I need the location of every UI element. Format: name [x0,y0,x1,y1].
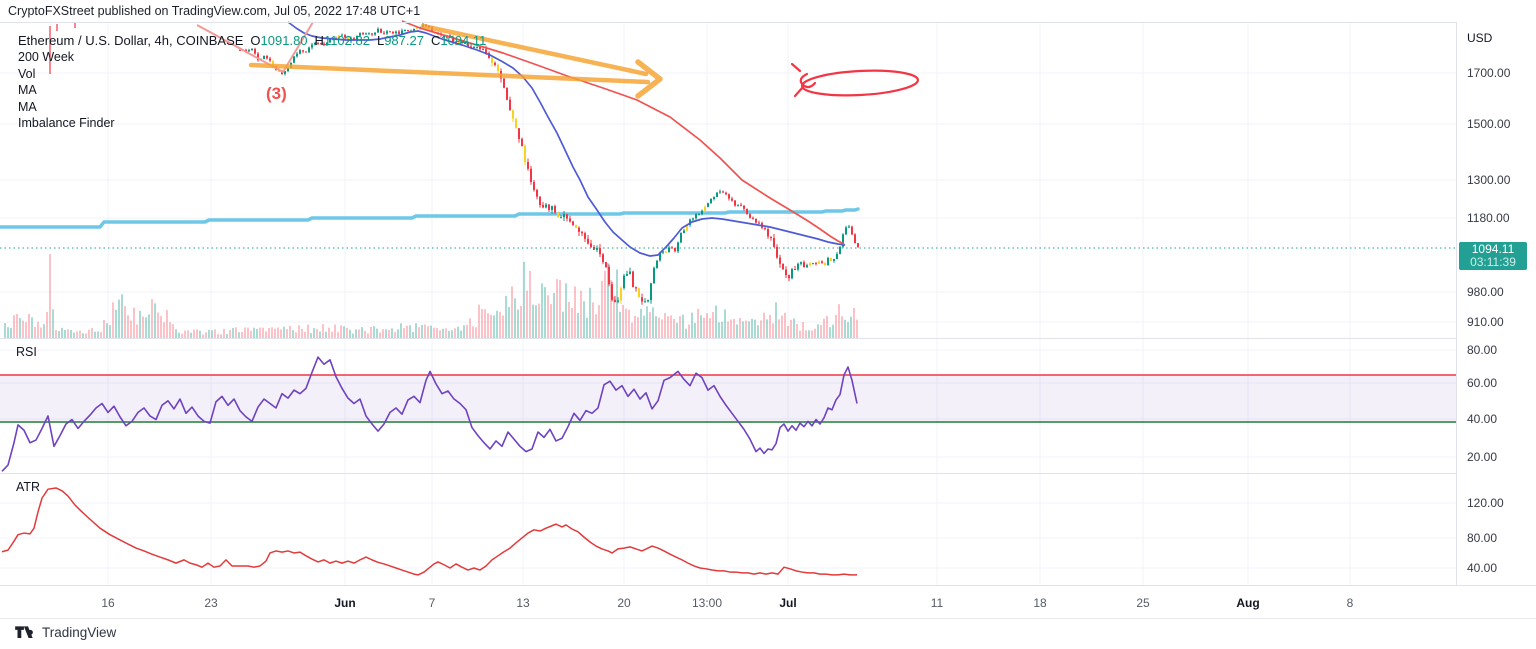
legend-indicator-imbalance-finder[interactable]: Imbalance Finder [18,116,115,131]
tradingview-logo-icon [15,626,33,639]
bar-countdown: 03:11:39 [1470,255,1516,269]
price-axis[interactable]: USD 1094.11 03:11:39 1700.00 1500.00 1300.… [1456,22,1536,618]
ohlc-value-C: 1094.11 [440,33,487,48]
price-axis-currency: USD [1467,31,1493,45]
axis-tick-label: 20.00 [1467,450,1498,464]
ma-red-line [401,20,845,245]
axis-tick-label: 980.00 [1467,285,1504,299]
ma-blue-line [287,21,846,257]
time-tick-label-25: 25 [1136,596,1150,610]
orange-arrowhead [635,59,663,99]
elliott-wave-label: (3) [266,84,287,103]
atr-line [1,487,857,576]
last-price-value: 1094.11 [1471,242,1515,256]
ohlc-letter-O: O [250,33,261,48]
time-tick-label-18: 18 [1033,596,1047,610]
time-tick-label-jul: Jul [779,596,797,610]
panel-separators [0,22,1536,474]
axis-tick-label: 80.00 [1467,531,1498,545]
tradingview-wordmark: TradingView [42,625,117,640]
orange-trendlines [248,23,663,99]
ohlc-value-L: 987.27 [384,33,424,48]
legend-indicator-vol[interactable]: Vol [18,66,36,81]
axis-tick-label: 40.00 [1467,412,1498,426]
axis-tick-label: 40.00 [1467,561,1498,575]
time-tick-label-11: 11 [930,596,944,610]
time-axis[interactable]: 16 23 Jun 7 13 20 13:00 Jul 11 18 25 Aug 8 [0,585,1536,619]
tradingview-footer[interactable]: TradingView [14,625,116,640]
symbol-legend[interactable]: Ethereum / U.S. Dollar, 4h, COINBASE O109… [18,33,486,48]
time-tick-label-jun: Jun [334,596,356,610]
chart-frame-bottom-border [0,618,1536,619]
atr-pane-label[interactable]: ATR [16,480,41,494]
last-price-badge: 1094.11 03:11:39 [1459,242,1527,270]
axis-tick-label: 910.00 [1467,315,1504,329]
symbol-title[interactable]: Ethereum / U.S. Dollar, 4h, COINBASE [18,33,244,48]
ohlc-value-H: 1102.82 [323,33,370,48]
time-tick-label-8: 8 [1346,596,1354,610]
ma-200week-line [0,207,860,229]
time-tick-label-13-00: 13:00 [691,596,723,610]
ohlc-value-O: 1091.80 [260,33,308,48]
axis-tick-label: 1300.00 [1467,173,1511,187]
time-tick-label-7: 7 [428,596,436,610]
red-ellipse-annotation [790,62,920,98]
wave-zigzag-drawing [196,21,314,73]
axis-tick-label: 60.00 [1467,376,1498,390]
axis-tick-label: 1700.00 [1467,66,1511,80]
ohlc-letter-H: H [314,33,324,48]
legend-indicator-ma[interactable]: MA [18,83,37,98]
axis-tick-label: 120.00 [1467,496,1504,510]
rsi-pane-label[interactable]: RSI [16,345,37,359]
gridlines [0,23,1456,585]
ohlc-letter-C: C [430,33,441,48]
candles-layer [49,23,859,305]
ohlc-values: O1091.80 H1102.82 L987.27 C1094.11 [243,33,486,48]
time-tick-label-13: 13 [516,596,530,610]
time-tick-label-20: 20 [617,596,631,610]
rsi-line [1,356,858,472]
axis-tick-label: 1500.00 [1467,117,1511,131]
rsi-band [0,375,1456,422]
publisher-bar: CryptoFXStreet published on TradingView.… [8,4,421,18]
legend-indicator-ma[interactable]: MA [18,99,37,114]
time-tick-label-16: 16 [101,596,115,610]
axis-tick-label: 1180.00 [1467,211,1510,225]
volume-bars [4,254,858,338]
ohlc-letter-L: L [376,33,385,48]
time-tick-label-aug: Aug [1236,596,1260,610]
axis-tick-label: 80.00 [1467,343,1498,357]
legend-indicator-200-week[interactable]: 200 Week [18,50,75,64]
time-tick-label-23: 23 [204,596,218,610]
